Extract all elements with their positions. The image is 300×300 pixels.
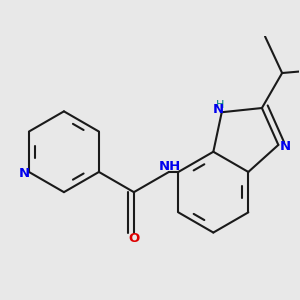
Text: N: N xyxy=(280,140,291,153)
Text: N: N xyxy=(213,103,224,116)
Text: N: N xyxy=(19,167,30,180)
Text: O: O xyxy=(128,232,139,245)
Text: NH: NH xyxy=(159,160,182,173)
Text: H: H xyxy=(215,100,224,110)
